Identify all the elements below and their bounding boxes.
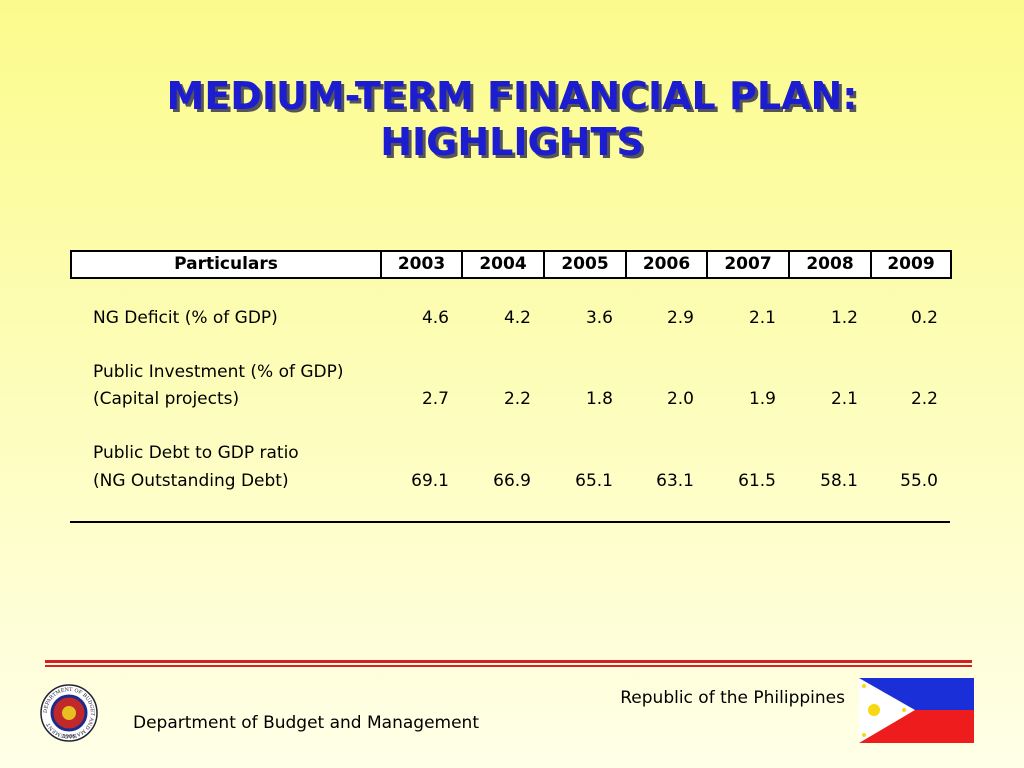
table-header: Particulars 2003 2004 2005 2006 2007 2008 2009 xyxy=(70,250,952,279)
cell-value: 1.8 xyxy=(585,389,613,409)
header-cell: 2006 xyxy=(625,252,706,277)
title-line: HIGHLIGHTS xyxy=(380,120,644,164)
cell-value: 0.2 xyxy=(910,308,938,328)
cell-value: 2.7 xyxy=(421,389,449,409)
cell-value: 55.0 xyxy=(900,471,938,491)
header-cell: 2005 xyxy=(543,252,625,277)
row-label: Public Investment (% of GDP) xyxy=(93,362,344,382)
header-cell: 2008 xyxy=(788,252,870,277)
row-label: Public Debt to GDP ratio xyxy=(93,443,299,463)
header-cell: 2004 xyxy=(461,252,543,277)
cell-value: 2.9 xyxy=(666,308,694,328)
header-cell: 2003 xyxy=(380,252,461,277)
cell-value: 1.9 xyxy=(748,389,776,409)
cell-value: 4.6 xyxy=(421,308,449,328)
row-label: (Capital projects) xyxy=(93,389,240,409)
seal-year: 1936 xyxy=(63,734,76,740)
department: Department of Budget and Management xyxy=(133,713,479,733)
title-line: MEDIUM-TERM FINANCIAL PLAN: xyxy=(166,74,858,118)
cell-value: 2.1 xyxy=(748,308,776,328)
cell-value: 2.2 xyxy=(503,389,531,409)
header-cell: 2007 xyxy=(706,252,788,277)
cell-value: 66.9 xyxy=(493,471,531,491)
flag xyxy=(859,678,974,743)
cell-value: 61.5 xyxy=(738,471,776,491)
cell-value: 65.1 xyxy=(575,471,613,491)
header-cell: Particulars xyxy=(174,254,278,274)
cell-value: 4.2 xyxy=(503,308,531,328)
seal: DEPARTMENT OF BUDGET AND MANAGEMENT 1936 xyxy=(40,684,98,742)
cell-value: 3.6 xyxy=(585,308,613,328)
cell-value: 69.1 xyxy=(411,471,449,491)
country: Republic of the Philippines xyxy=(620,688,845,708)
cell-value: 2.1 xyxy=(830,389,858,409)
footer-rule xyxy=(45,660,972,663)
row-label: NG Deficit (% of GDP) xyxy=(93,308,278,328)
cell-value: 1.2 xyxy=(830,308,858,328)
cell-value: 58.1 xyxy=(820,471,858,491)
row-label: (NG Outstanding Debt) xyxy=(93,471,289,491)
footer-rule xyxy=(45,665,972,667)
table-bottom-rule xyxy=(70,521,950,523)
header-cell: 2009 xyxy=(870,252,950,277)
cell-value: 2.2 xyxy=(910,389,938,409)
cell-value: 2.0 xyxy=(666,389,694,409)
cell-value: 63.1 xyxy=(656,471,694,491)
